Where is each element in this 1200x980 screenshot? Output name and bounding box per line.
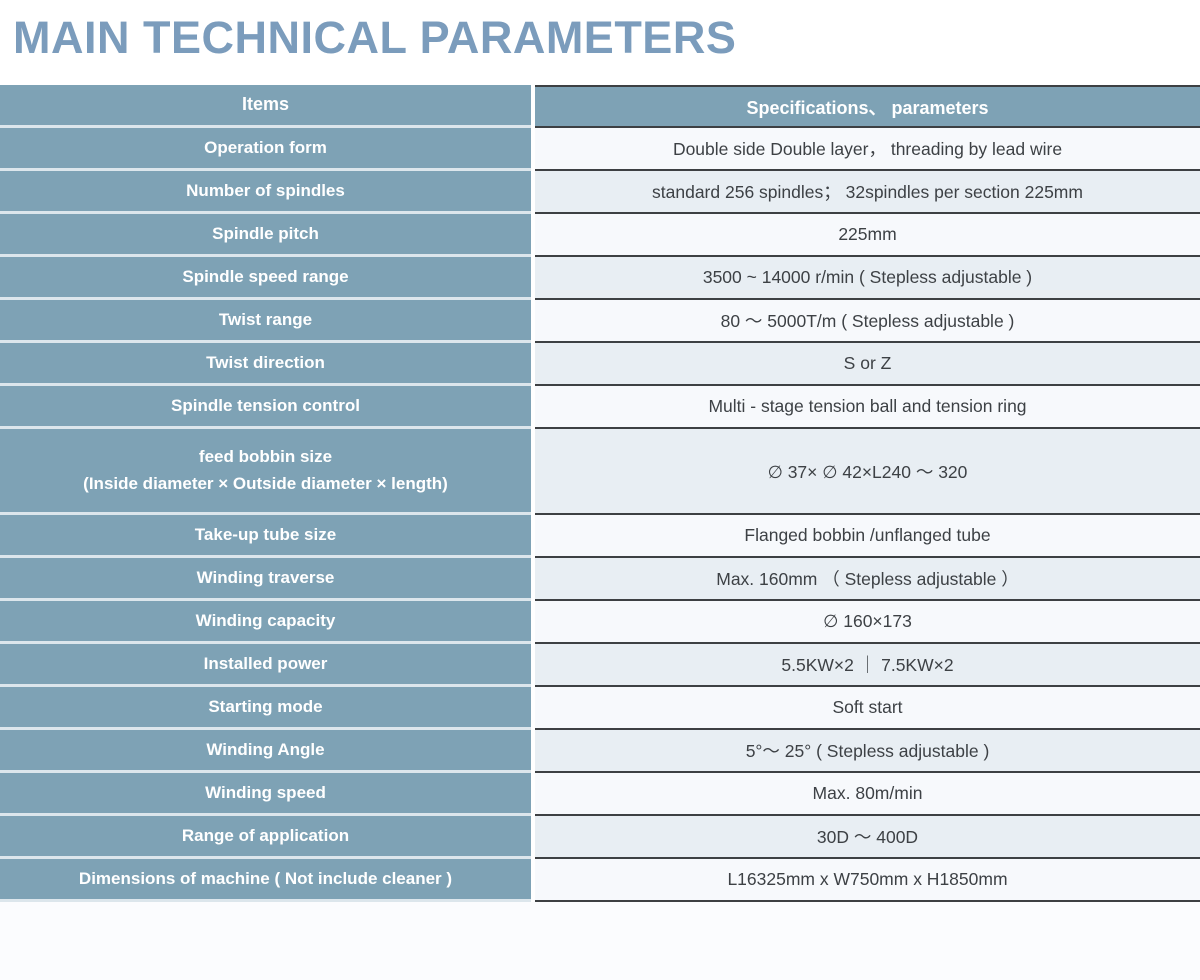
item-label-cell: Installed power (0, 644, 531, 687)
spec-value-cell: Max. 80m/min (535, 773, 1200, 816)
item-label-cell: Number of spindles (0, 171, 531, 214)
table-row: Twist range 80 ～ 5000T/m ( Stepless adju… (0, 300, 1200, 343)
spec-value-cell: Double side Double layer， threading by l… (535, 128, 1200, 171)
item-label-cell: Winding traverse (0, 558, 531, 601)
item-label-cell: Winding speed (0, 773, 531, 816)
table-row: Operation form Double side Double layer，… (0, 128, 1200, 171)
spec-value-cell: Max. 160mm （ Stepless adjustable ） (535, 558, 1200, 601)
table-row: feed bobbin size (Inside diameter × Outs… (0, 429, 1200, 515)
table-row: Twist direction S or Z (0, 343, 1200, 386)
spec-value-cell: ∅ 37× ∅ 42×L240 ～ 320 (535, 429, 1200, 515)
table-row: Starting mode Soft start (0, 687, 1200, 730)
spec-value-cell: S or Z (535, 343, 1200, 386)
item-label-cell: Twist direction (0, 343, 531, 386)
table-row: Number of spindles standard 256 spindles… (0, 171, 1200, 214)
item-label-cell: Twist range (0, 300, 531, 343)
spec-value-cell: 80 ～ 5000T/m ( Stepless adjustable ) (535, 300, 1200, 343)
item-label-cell: Starting mode (0, 687, 531, 730)
parameters-table: Items Specifications、 parameters Operati… (0, 85, 1200, 902)
table-row: Spindle speed range 3500 ~ 14000 r/min (… (0, 257, 1200, 300)
spec-value-cell: Flanged bobbin /unflanged tube (535, 515, 1200, 558)
table-row: Spindle pitch 225mm (0, 214, 1200, 257)
spec-value-cell: 30D ～ 400D (535, 816, 1200, 859)
page-title: MAIN TECHNICAL PARAMETERS (13, 12, 737, 63)
spec-value-cell: 5°～ 25° ( Stepless adjustable ) (535, 730, 1200, 773)
table-row: Dimensions of machine ( Not include clea… (0, 859, 1200, 902)
spec-value-cell: Soft start (535, 687, 1200, 730)
table-row: Winding capacity ∅ 160×173 (0, 601, 1200, 644)
spec-value-cell: L16325mm x W750mm x H1850mm (535, 859, 1200, 902)
spec-value-cell: Multi - stage tension ball and tension r… (535, 386, 1200, 429)
item-label-cell: Take-up tube size (0, 515, 531, 558)
item-label-cell: feed bobbin size (Inside diameter × Outs… (0, 429, 531, 515)
table-row: Winding Angle 5°～ 25° ( Stepless adjusta… (0, 730, 1200, 773)
item-label-cell: Operation form (0, 128, 531, 171)
spec-value-cell: 3500 ~ 14000 r/min ( Stepless adjustable… (535, 257, 1200, 300)
title-bar: MAIN TECHNICAL PARAMETERS (0, 0, 1200, 85)
spec-value-cell: ∅ 160×173 (535, 601, 1200, 644)
table-row: Range of application 30D ～ 400D (0, 816, 1200, 859)
item-label-cell: Spindle speed range (0, 257, 531, 300)
item-label-cell: Winding capacity (0, 601, 531, 644)
item-label-cell: Range of application (0, 816, 531, 859)
table-header-row: Items Specifications、 parameters (0, 85, 1200, 128)
items-header-cell: Items (0, 85, 531, 128)
item-label-cell: Spindle tension control (0, 386, 531, 429)
bottom-whitespace (0, 902, 1200, 980)
spec-value-cell: 225mm (535, 214, 1200, 257)
spec-value-cell: standard 256 spindles； 32spindles per se… (535, 171, 1200, 214)
item-label-cell: Spindle pitch (0, 214, 531, 257)
table-row: Take-up tube size Flanged bobbin /unflan… (0, 515, 1200, 558)
table-row: Winding speed Max. 80m/min (0, 773, 1200, 816)
spec-value-cell: 5.5KW×2 ｜ 7.5KW×2 (535, 644, 1200, 687)
specifications-header-cell: Specifications、 parameters (535, 85, 1200, 128)
item-label-cell: Winding Angle (0, 730, 531, 773)
table-row: Winding traverse Max. 160mm （ Stepless a… (0, 558, 1200, 601)
table-row: Installed power 5.5KW×2 ｜ 7.5KW×2 (0, 644, 1200, 687)
item-label-cell: Dimensions of machine ( Not include clea… (0, 859, 531, 902)
table-row: Spindle tension control Multi - stage te… (0, 386, 1200, 429)
